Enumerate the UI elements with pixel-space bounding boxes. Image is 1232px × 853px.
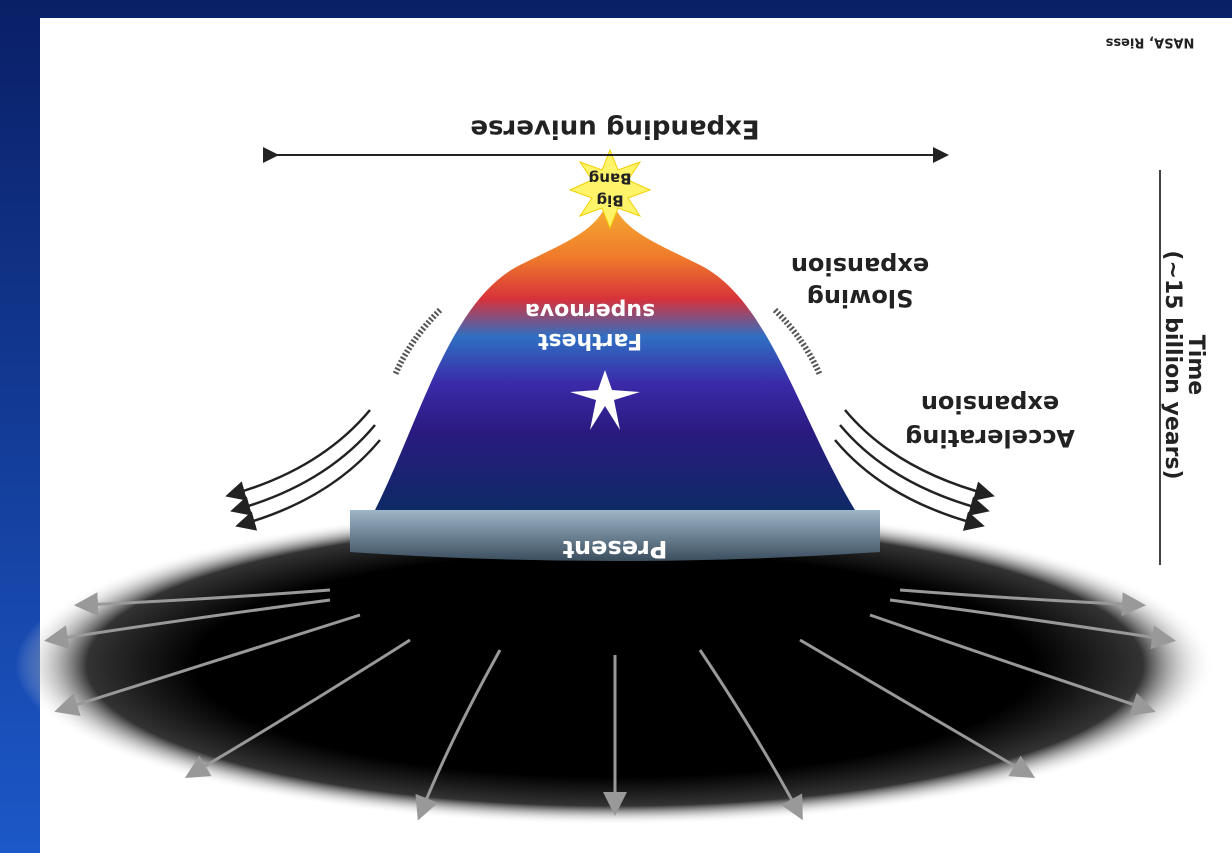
- time-label: Time: [1183, 335, 1208, 395]
- slowing-label: expansion: [791, 252, 929, 280]
- big-bang-label: Big: [596, 192, 623, 210]
- time-label: (~15 billion years): [1160, 250, 1185, 479]
- supernova-label: supernova: [525, 298, 655, 323]
- credit: NASA, Riess: [1105, 35, 1194, 50]
- slowing-label: Slowing: [807, 284, 914, 312]
- expanding-label: Expanding universe: [470, 114, 759, 144]
- slide: Expanding universe Big Bang Farthest sup…: [0, 0, 1232, 853]
- big-bang-label: Bang: [589, 170, 632, 188]
- accelerating-label: Accelerating: [905, 424, 1075, 452]
- present-label: Present: [563, 535, 668, 563]
- supernova-label: Farthest: [537, 328, 642, 353]
- accelerating-label: expansion: [921, 390, 1059, 418]
